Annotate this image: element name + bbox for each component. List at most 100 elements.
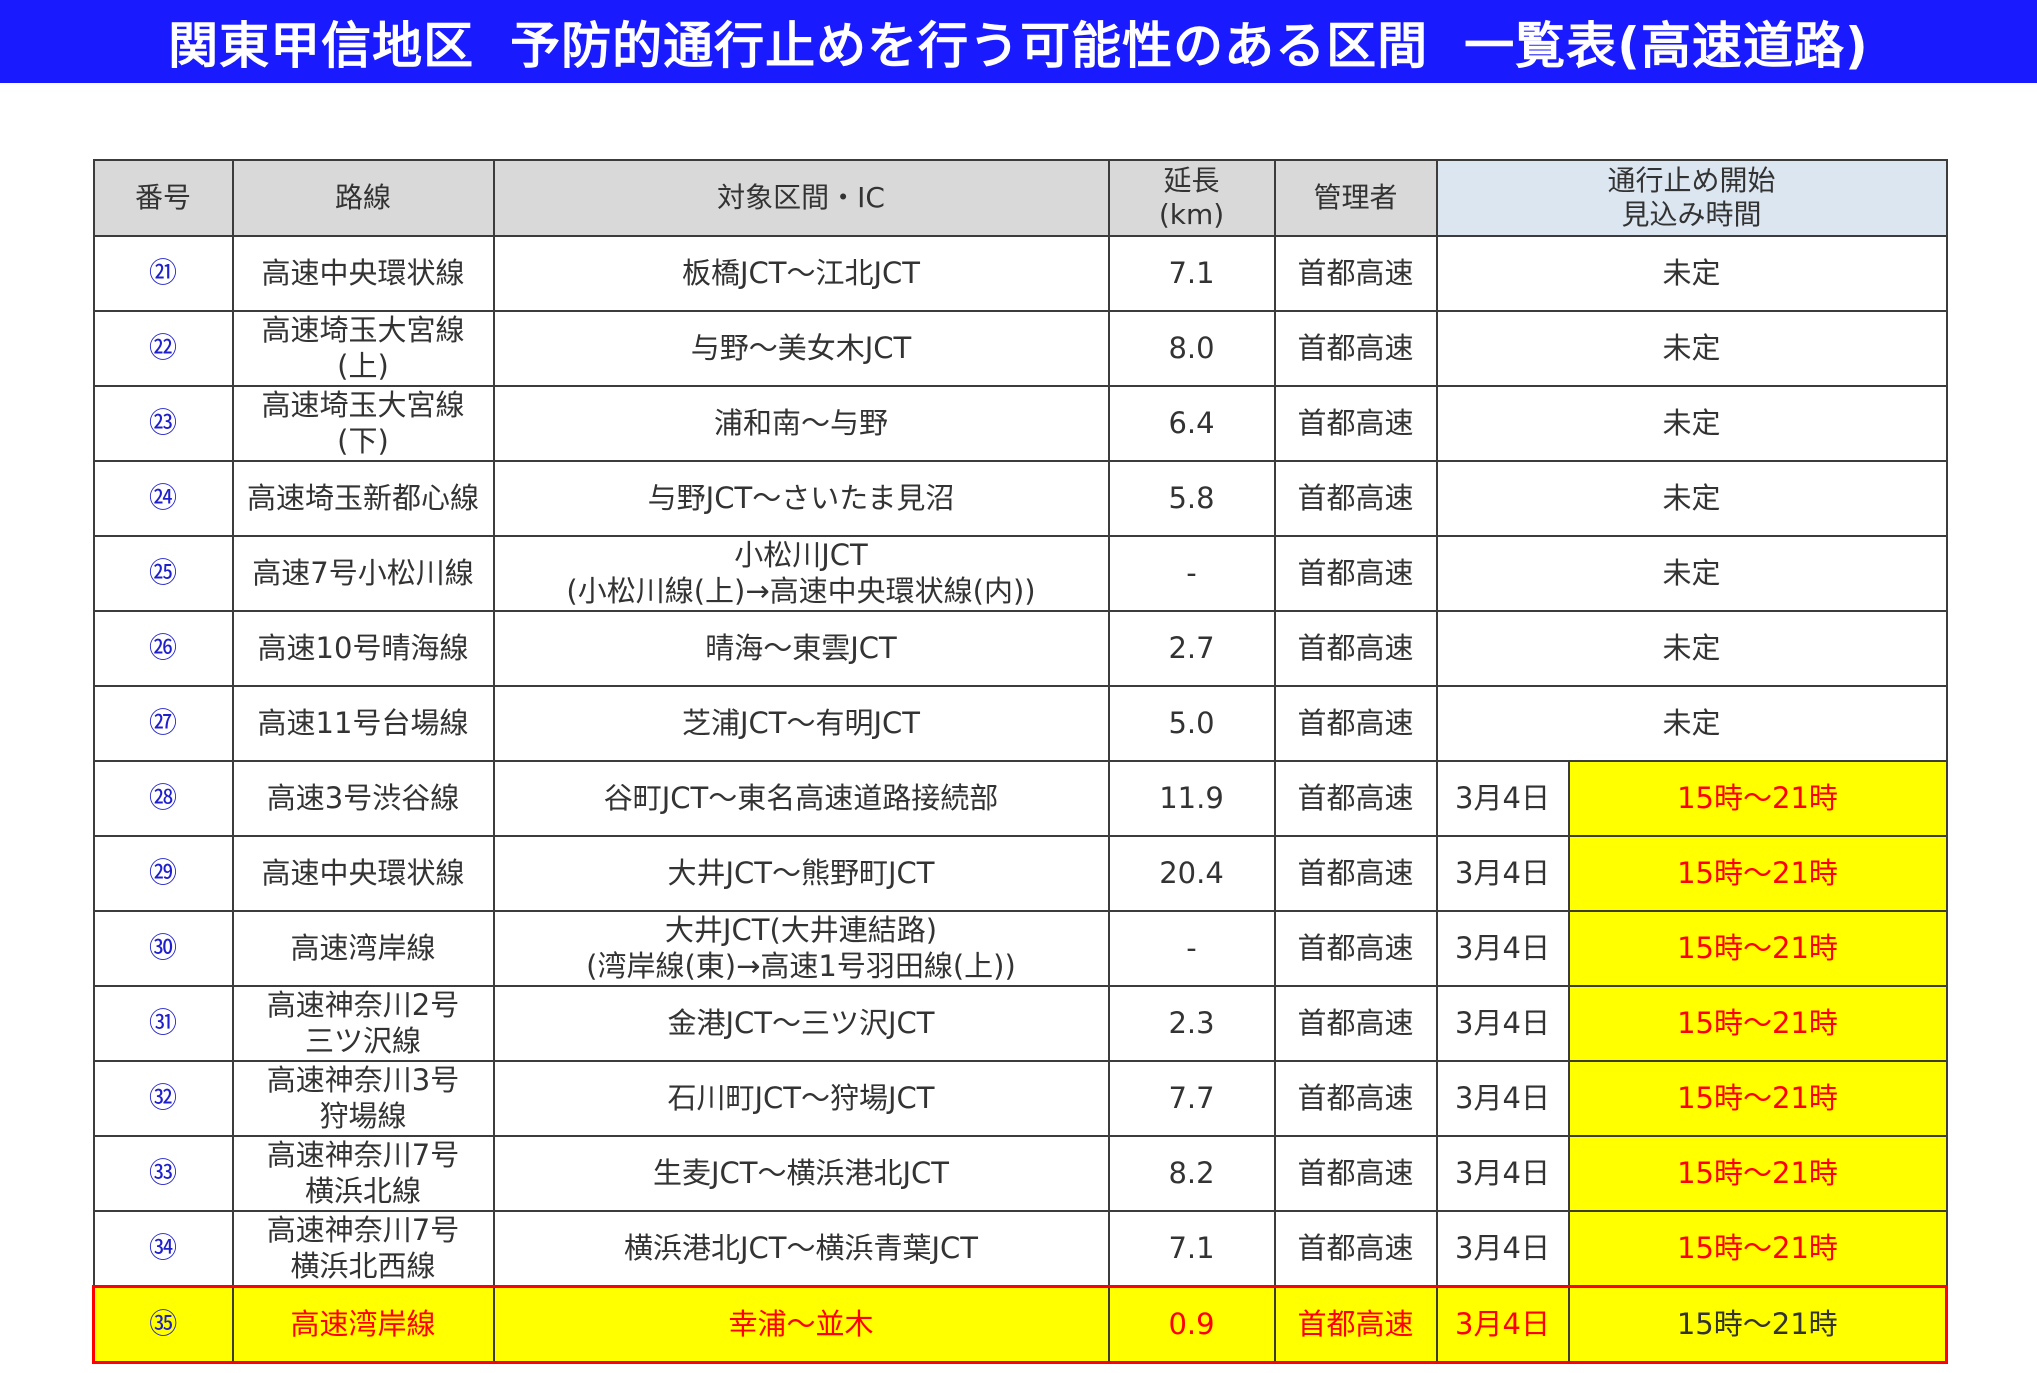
cell-section: 幸浦〜並木: [492, 1285, 1110, 1364]
cell-time: 未定: [1435, 460, 1948, 537]
cell-line: 高速3号渋谷線: [266, 780, 460, 815]
cell-section: 浦和南〜与野: [492, 385, 1110, 462]
cell-line: 高速埼玉大宮線: [261, 313, 465, 348]
cell-route: 高速埼玉新都心線: [231, 460, 495, 537]
cell-route: 高速湾岸線: [231, 1285, 495, 1364]
cell-section: 小松川JCT (小松川線(上)→高速中央環状線(内)): [492, 535, 1110, 612]
header-start-line1: 通行止め開始: [1607, 163, 1776, 197]
cell-line: 晴海〜東雲JCT: [705, 630, 897, 665]
cell-number: ㉘: [92, 760, 234, 837]
cell-length: 5.0: [1107, 685, 1276, 762]
cell-time: 15時〜21時: [1567, 760, 1948, 837]
cell-number: ㉜: [92, 1060, 234, 1137]
cell-line: 芝浦JCT〜有明JCT: [681, 705, 921, 740]
cell-manager: 首都高速: [1273, 535, 1438, 612]
cell-line: 横浜港北JCT〜横浜青葉JCT: [623, 1230, 979, 1265]
header-start-line2: 見込み時間: [1621, 198, 1762, 231]
cell-line: 生麦JCT〜横浜港北JCT: [652, 1155, 950, 1190]
cell-time: 未定: [1435, 235, 1948, 312]
cell-line: 横浜北西線: [290, 1248, 436, 1283]
cell-line: 三ツ沢線: [304, 1023, 421, 1058]
cell-manager: 首都高速: [1273, 1060, 1438, 1137]
cell-line: 小松川JCT: [734, 538, 868, 573]
cell-line: 高速神奈川2号: [266, 988, 460, 1023]
cell-manager: 首都高速: [1273, 1285, 1438, 1364]
cell-manager: 首都高速: [1273, 685, 1438, 762]
cell-line: 高速神奈川7号: [266, 1213, 460, 1248]
cell-line: 与野JCT〜さいたま見沼: [647, 480, 955, 515]
cell-date: 3月4日: [1435, 760, 1570, 837]
cell-manager: 首都高速: [1273, 760, 1438, 837]
cell-route: 高速11号台場線: [231, 685, 495, 762]
cell-length: 11.9: [1107, 760, 1276, 837]
cell-section: 晴海〜東雲JCT: [492, 610, 1110, 687]
cell-length: 20.4: [1107, 835, 1276, 912]
cell-manager: 首都高速: [1273, 385, 1438, 462]
cell-number: ㉟: [92, 1285, 234, 1364]
cell-number: ㉓: [92, 385, 234, 462]
cell-manager: 首都高速: [1273, 835, 1438, 912]
cell-number: ㉑: [92, 235, 234, 312]
cell-length: -: [1107, 535, 1276, 612]
cell-manager: 首都高速: [1273, 1135, 1438, 1212]
cell-time: 15時〜21時: [1567, 835, 1948, 912]
cell-length: 6.4: [1107, 385, 1276, 462]
table-header-row: 番号 路線 対象区間・IC 延長 (km) 管理者 通行止め開始 見込み時間: [92, 159, 1948, 237]
cell-time: 15時〜21時: [1567, 1285, 1949, 1364]
cell-time: 15時〜21時: [1567, 910, 1948, 987]
cell-line: 高速神奈川3号: [266, 1063, 460, 1098]
cell-number: ㉞: [92, 1210, 234, 1288]
cell-route: 高速神奈川7号 横浜北西線: [231, 1210, 495, 1288]
cell-time: 15時〜21時: [1567, 1135, 1948, 1212]
cell-date: 3月4日: [1435, 1135, 1570, 1212]
title-main: 予防的通行止めを行う可能性のある区間: [510, 16, 1429, 75]
header-start-time: 通行止め開始 見込み時間: [1435, 159, 1948, 237]
cell-line: 金港JCT〜三ツ沢JCT: [667, 1005, 935, 1040]
header-length-label: 延長: [1163, 163, 1220, 197]
cell-number: ㉖: [92, 610, 234, 687]
cell-line: 与野〜美女木JCT: [690, 330, 912, 365]
cell-manager: 首都高速: [1273, 985, 1438, 1062]
cell-time: 未定: [1435, 610, 1948, 687]
cell-line: (上): [337, 348, 389, 383]
cell-section: 大井JCT〜熊野町JCT: [492, 835, 1110, 912]
cell-route: 高速10号晴海線: [231, 610, 495, 687]
cell-line: (小松川線(上)→高速中央環状線(内)): [566, 573, 1036, 608]
cell-section: 芝浦JCT〜有明JCT: [492, 685, 1110, 762]
cell-section: 生麦JCT〜横浜港北JCT: [492, 1135, 1110, 1212]
cell-date: 3月4日: [1435, 1210, 1570, 1288]
cell-length: 7.7: [1107, 1060, 1276, 1137]
cell-section: 板橋JCT〜江北JCT: [492, 235, 1110, 312]
cell-line: 高速埼玉新都心線: [246, 480, 479, 515]
cell-length: -: [1107, 910, 1276, 987]
cell-manager: 首都高速: [1273, 460, 1438, 537]
cell-number: ㉔: [92, 460, 234, 537]
cell-date: 3月4日: [1435, 910, 1570, 987]
cell-line: 幸浦〜並木: [728, 1306, 874, 1341]
cell-time: 未定: [1435, 685, 1948, 762]
cell-number: ㉗: [92, 685, 234, 762]
cell-line: 高速中央環状線: [261, 855, 465, 890]
cell-manager: 首都高速: [1273, 235, 1438, 312]
cell-time: 15時〜21時: [1567, 985, 1948, 1062]
title-table-type: 一覧表(高速道路): [1464, 16, 1869, 75]
cell-line: 大井JCT(大井連結路): [664, 913, 938, 948]
header-manager: 管理者: [1273, 159, 1438, 237]
table-row: ㉟ 高速湾岸線 幸浦〜並木 0.9 首都高速 3月4日 15時〜21時: [92, 1285, 1949, 1364]
cell-length: 2.3: [1107, 985, 1276, 1062]
cell-line: 谷町JCT〜東名高速道路接続部: [603, 780, 999, 815]
cell-time: 15時〜21時: [1567, 1060, 1948, 1137]
cell-number: ㉝: [92, 1135, 234, 1212]
cell-date: 3月4日: [1435, 985, 1570, 1062]
cell-route: 高速埼玉大宮線 (下): [231, 385, 495, 462]
cell-route: 高速中央環状線: [231, 835, 495, 912]
cell-section: 横浜港北JCT〜横浜青葉JCT: [492, 1210, 1110, 1288]
page-title-banner: 関東甲信地区 予防的通行止めを行う可能性のある区間 一覧表(高速道路): [0, 0, 2037, 83]
cell-route: 高速3号渋谷線: [231, 760, 495, 837]
